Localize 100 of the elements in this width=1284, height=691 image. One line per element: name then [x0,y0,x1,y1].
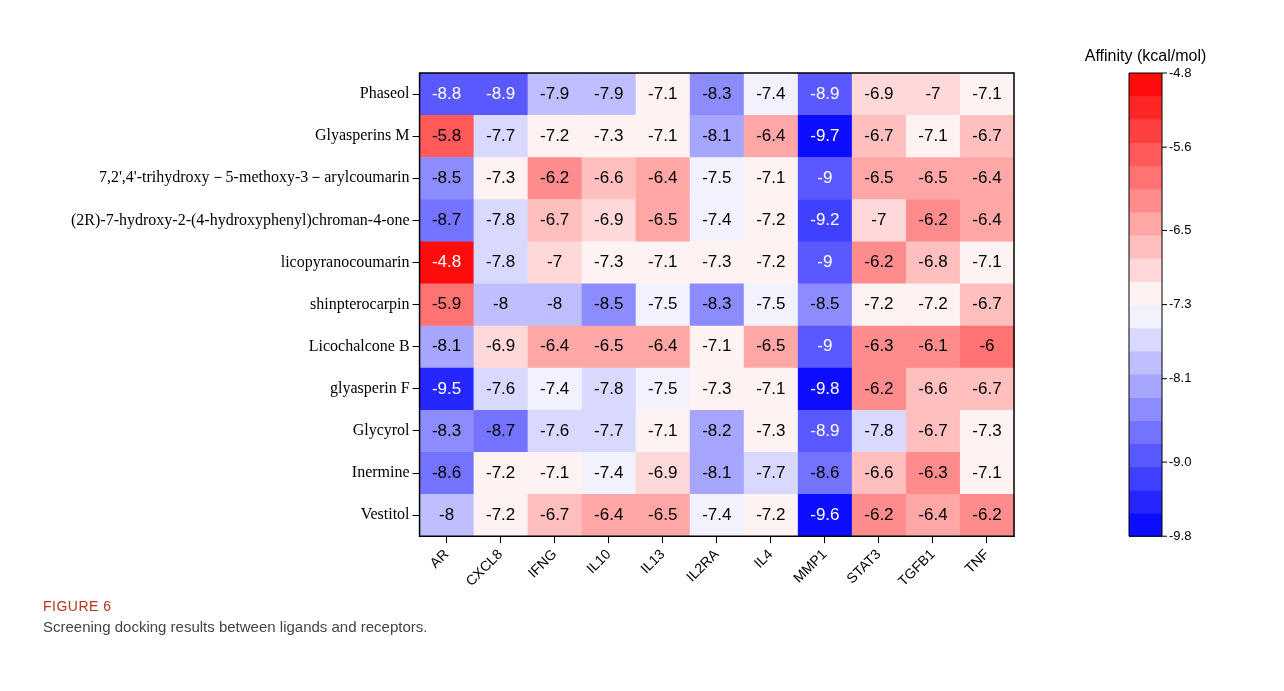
data-label: -6.2 [864,252,894,272]
color-bar-label: -4.8 [1169,64,1192,80]
y-tick-label: (2R)-7-hydroxy-2-(4-hydroxyphenyl)chroman-4-one [71,210,410,229]
data-label: -8.5 [594,294,624,314]
data-label: -7.1 [648,83,678,103]
data-label: -7.1 [702,336,732,356]
data-label: -7.3 [702,378,732,398]
data-label: -7.9 [540,83,570,103]
data-label: -7.2 [485,462,516,482]
data-label: -8.3 [702,83,732,103]
data-label: -6.5 [648,210,678,230]
data-label: -7.1 [756,167,786,187]
data-label: -7 [925,83,941,103]
data-label: -7 [547,252,563,272]
data-label: -7.3 [594,125,624,145]
data-label: -7.4 [702,504,732,524]
data-label: -8.1 [702,125,732,145]
text: Screening docking results between ligands and receptors. [43,618,429,635]
x-tick-label: AR [426,545,452,571]
data-label: -5.9 [431,294,462,314]
y-tick-label: Glyasperins M [314,126,410,145]
data-label: -8.9 [810,420,840,440]
data-label: -7.1 [918,125,948,145]
data-label: -8.3 [702,294,732,314]
x-tick-label: TNF [961,545,992,577]
color-bar-label: -7.3 [1169,296,1192,312]
data-label: -6.5 [648,504,678,524]
data-label: -7.1 [756,378,786,398]
data-label: -6.6 [864,462,894,482]
data-label: -6.2 [864,378,894,398]
data-label: -7.2 [756,210,786,230]
data-label: -8.9 [810,83,840,103]
data-label: -7.5 [756,294,786,314]
data-label: -7.1 [648,252,678,272]
data-label: -8.9 [485,83,516,103]
data-label: -6.4 [594,504,624,524]
data-label: -6.7 [540,504,570,524]
data-label: -6.4 [972,210,1002,230]
data-label: -6.1 [918,336,948,356]
data-label: -7.3 [485,167,516,187]
data-label: -6.3 [918,462,948,482]
data-label: -7.8 [864,420,894,440]
data-label: -7 [871,210,887,230]
data-label: -7.1 [972,462,1002,482]
data-label: -9.2 [810,210,840,230]
y-tick-label: licopyranocoumarin [280,252,410,271]
color-bar-label: -5.6 [1169,138,1192,154]
data-label: -7.3 [594,252,624,272]
data-label: -6.9 [485,336,516,356]
data-label: -7.8 [485,210,516,230]
data-label: -7.5 [702,167,732,187]
data-label: -6.7 [972,125,1002,145]
data-label: -7.2 [756,504,786,524]
data-label: -7.6 [540,420,570,440]
data-label: -6.4 [540,336,570,356]
data-label: -7.1 [648,125,678,145]
data-label: -9 [817,252,833,272]
data-label: -8.5 [810,294,840,314]
data-label: -6.2 [540,167,570,187]
data-label: -7.7 [594,420,624,440]
data-label: -7.4 [756,83,786,103]
data-label: -7.5 [648,294,678,314]
data-label: -6.7 [972,378,1002,398]
color-bar-label: -9.0 [1169,453,1192,469]
data-label: -7.8 [594,378,624,398]
data-label: -9.7 [810,125,840,145]
data-label: -7.5 [648,378,678,398]
data-label: -9.8 [810,378,840,398]
data-label: -7.9 [594,83,624,103]
data-label: -7.2 [485,504,516,524]
data-label: -7.4 [594,462,624,482]
data-label: -8.7 [431,210,462,230]
data-label: -8.1 [431,336,462,356]
data-label: -8.2 [702,420,732,440]
data-label: -8.8 [431,83,462,103]
data-label: -8.3 [431,420,462,440]
data-label: -6.5 [756,336,786,356]
data-label: -7.2 [540,125,570,145]
data-label: -8 [547,294,563,314]
data-label: -6.4 [918,504,948,524]
data-label: -6.2 [864,504,894,524]
data-label: -6.3 [864,336,894,356]
y-tick-label: glyasperin F [330,379,410,398]
data-label: -6.5 [864,167,894,187]
data-label: -6.7 [918,420,948,440]
data-label: -6.4 [648,336,678,356]
data-label: -7.2 [864,294,894,314]
data-label: -4.8 [431,252,462,272]
data-label: -6.9 [648,462,678,482]
caption: FIGURE 6 [43,598,113,614]
data-label: -9 [817,167,833,187]
data-label: -6 [979,336,995,356]
data-label: -6.2 [972,504,1002,524]
data-label: -7.8 [485,252,516,272]
data-label: -7.1 [648,420,678,440]
data-label: -6.4 [972,167,1002,187]
data-label: -6.4 [648,167,678,187]
data-label: -7.2 [756,252,786,272]
data-label: -7.2 [918,294,948,314]
data-label: -7.7 [485,125,516,145]
